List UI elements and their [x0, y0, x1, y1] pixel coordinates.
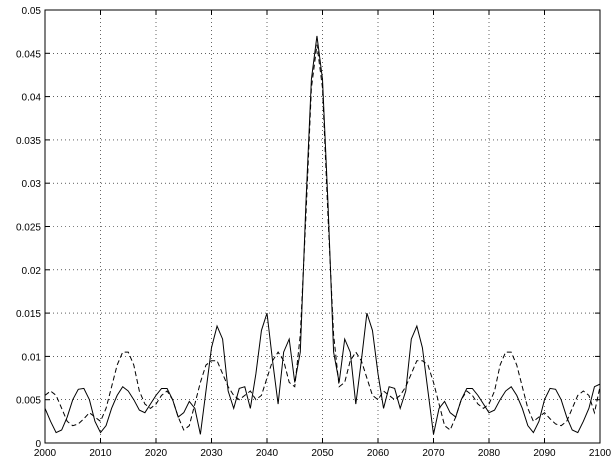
x-tick-label: 2080 [478, 448, 501, 459]
y-tick-label: 0.02 [22, 266, 42, 277]
y-tick-label: 0.015 [16, 309, 41, 320]
y-tick-label: 0.045 [16, 49, 41, 60]
y-tick-label: 0.025 [16, 223, 41, 234]
y-tick-label: 0.03 [22, 179, 42, 190]
y-tick-label: 0.01 [22, 352, 42, 363]
x-tick-label: 2050 [311, 448, 334, 459]
plot-frame [44, 9, 601, 444]
x-tick-label: 2070 [422, 448, 445, 459]
x-tick-label: 2060 [367, 448, 390, 459]
x-tick-label: 2100 [589, 448, 612, 459]
line-series [44, 44, 601, 431]
y-tick-label: 0.04 [22, 93, 42, 104]
line-series [44, 35, 601, 435]
x-tick-label: 2020 [145, 448, 168, 459]
y-tick-label: 0 [35, 439, 41, 450]
x-tick-label: 2010 [89, 448, 112, 459]
y-tick-label: 0.005 [16, 396, 41, 407]
y-tick-label: 0.035 [16, 136, 41, 147]
y-tick-label: 0.05 [22, 6, 42, 17]
x-tick-label: 2000 [34, 448, 57, 459]
x-tick-label: 2040 [256, 448, 279, 459]
x-tick-label: 2030 [200, 448, 223, 459]
x-tick-label: 2090 [533, 448, 556, 459]
